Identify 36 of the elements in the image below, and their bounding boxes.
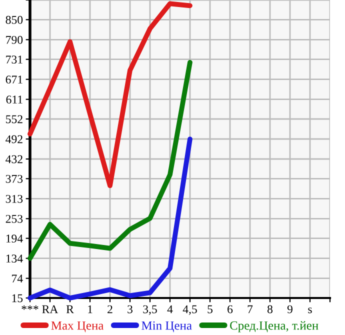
y-tick-label: 373	[6, 174, 23, 183]
legend-label: Min Цена	[142, 321, 192, 332]
x-tick-label: 4	[167, 305, 173, 314]
x-tick-label: R	[66, 305, 74, 314]
x-tick-label: 3,5	[143, 305, 157, 315]
y-tick-label: 790	[6, 36, 23, 44]
line-series	[28, 60, 192, 261]
y-tick-label: 432	[6, 155, 22, 164]
x-tick-label: 7	[248, 305, 253, 314]
y-tick-label: 611	[6, 96, 22, 104]
x-tick-label: 3	[128, 305, 132, 314]
legend-label: Сред.Цена, т.йен	[230, 321, 318, 332]
y-tick-label: 194	[6, 234, 23, 243]
x-tick-label: ***	[22, 305, 38, 310]
x-tick-label: 2	[108, 305, 112, 314]
x-tick-label: RA	[42, 305, 58, 314]
y-tick-label: 313	[6, 194, 23, 203]
x-tick-label: 4,5	[182, 305, 197, 315]
line-series	[28, 1, 192, 188]
y-tick-label: 731	[6, 56, 22, 64]
x-tick-label: 6	[228, 305, 233, 314]
y-tick-label: 74	[12, 274, 23, 282]
y-tick-label: 134	[6, 254, 23, 263]
line-series	[28, 136, 192, 300]
y-tick-label: 671	[6, 76, 22, 84]
x-tick-label: 9	[287, 305, 292, 314]
y-tick-label: 15	[12, 294, 23, 302]
y-tick-label: 552	[6, 115, 22, 124]
y-tick-label: 850	[6, 16, 23, 24]
x-tick-label: 5	[208, 305, 212, 314]
y-tick-label: 253	[6, 214, 23, 223]
x-tick-label: 8	[268, 305, 272, 314]
legend-label: Max Цена	[51, 321, 104, 332]
y-tick-label: 492	[6, 135, 22, 144]
x-tick-label: 1	[88, 305, 92, 314]
x-tick-label: s	[308, 308, 312, 314]
